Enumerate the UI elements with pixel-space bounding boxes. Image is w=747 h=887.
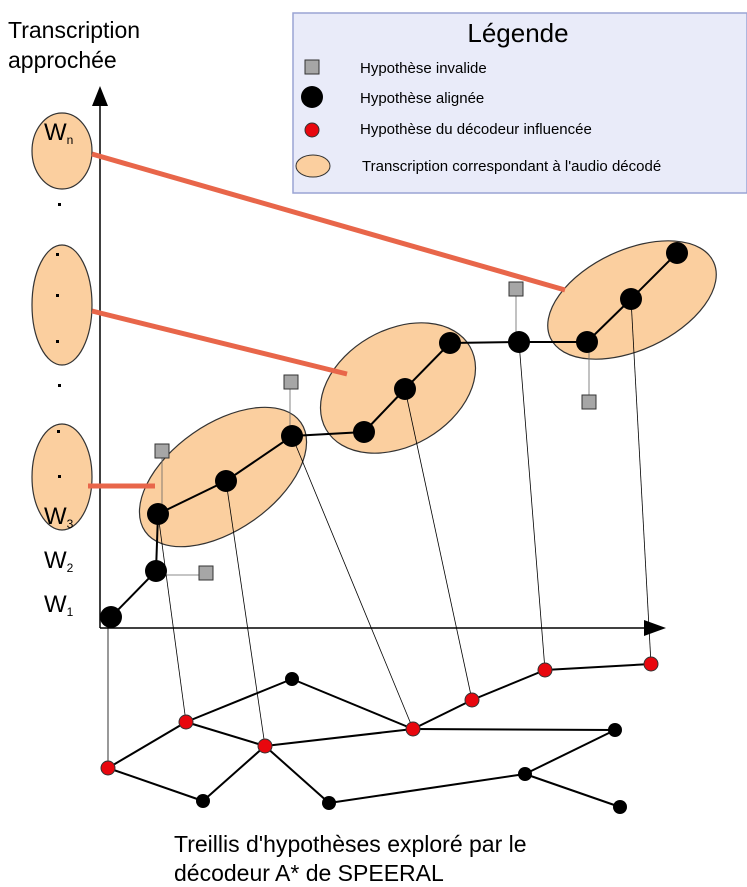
bottom-caption-line-1: Treillis d'hypothèses exploré par le [174, 831, 527, 857]
legend-black-dot-icon [301, 86, 323, 108]
lattice-node [608, 723, 622, 737]
word-ellipse-wn [31, 112, 93, 190]
legend-red-dot-icon [304, 122, 320, 138]
aligned-node [394, 378, 416, 400]
aligned-node [439, 332, 461, 354]
aligned-node [281, 425, 303, 447]
influenced-node [537, 662, 553, 678]
legend-item-influenced: Hypothèse du décodeur influencée [360, 121, 592, 138]
aligned-node [576, 331, 598, 353]
word-ellipse-middle [31, 244, 93, 366]
legend-box [292, 12, 747, 194]
influenced-node [643, 656, 659, 672]
transcription-connectors [88, 151, 566, 489]
connector-wn [91, 151, 566, 293]
invalid-node [154, 443, 170, 459]
lattice-node [285, 672, 299, 686]
word-ellipse-w3 [31, 423, 93, 531]
influenced-node [178, 714, 194, 730]
y-axis-title-line-1: Transcription [8, 17, 140, 43]
aligned-nodes [100, 242, 688, 628]
aligned-node [353, 421, 375, 443]
invalid-node [283, 374, 299, 390]
x-axis-arrowhead-icon [644, 620, 666, 636]
lattice-node [322, 796, 336, 810]
lattice-node [196, 794, 210, 808]
connector-middle [91, 308, 348, 377]
lattice-edges [107, 663, 652, 808]
legend-orange-ellipse-icon [295, 154, 331, 178]
invalid-node [581, 394, 597, 410]
y-axis-arrowhead-icon [92, 86, 108, 106]
label-w1: W1 [44, 591, 74, 619]
invalid-node [198, 565, 214, 581]
label-w3: W3 [44, 503, 74, 531]
aligned-node [666, 242, 688, 264]
invalid-nodes [154, 281, 597, 581]
projection-lines [107, 298, 652, 768]
y-axis-title-line-2: approchée [8, 47, 117, 73]
influenced-nodes [100, 656, 659, 776]
aligned-node [215, 470, 237, 492]
legend-item-aligned: Hypothèse alignée [360, 90, 484, 107]
legend-title: Légende [467, 18, 568, 48]
ellipsis-dots [56, 203, 61, 478]
lattice-nodes [196, 672, 627, 814]
legend: Légende Hypothèse invalide Hypothèse ali… [292, 12, 747, 194]
influenced-node [257, 738, 273, 754]
legend-gray-square-icon [304, 59, 320, 75]
label-wn: Wn [44, 119, 73, 147]
lattice-node [518, 767, 532, 781]
label-w2: W2 [44, 547, 74, 575]
legend-item-transcription: Transcription correspondant à l'audio dé… [362, 158, 661, 175]
aligned-node [508, 331, 530, 353]
influenced-node [100, 760, 116, 776]
bottom-caption-line-2: décodeur A* de SPEERAL [174, 860, 444, 886]
legend-item-invalid: Hypothèse invalide [360, 60, 487, 77]
influenced-node [405, 721, 421, 737]
aligned-node [100, 606, 122, 628]
aligned-node [145, 560, 167, 582]
influenced-node [464, 692, 480, 708]
lattice-node [613, 800, 627, 814]
aligned-node [620, 288, 642, 310]
aligned-node [147, 503, 169, 525]
invalid-node [508, 281, 524, 297]
